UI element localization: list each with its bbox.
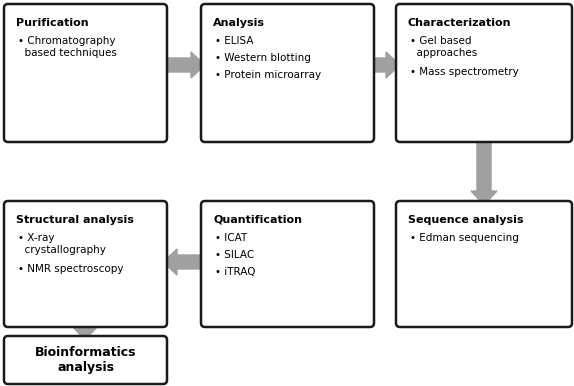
FancyArrow shape <box>471 138 497 205</box>
FancyArrow shape <box>205 249 370 275</box>
FancyArrow shape <box>163 249 205 275</box>
Text: • Gel based
  approaches: • Gel based approaches <box>410 36 477 58</box>
Text: • Edman sequencing: • Edman sequencing <box>410 233 519 243</box>
Text: • SILAC: • SILAC <box>215 250 254 260</box>
Text: Quantification: Quantification <box>213 215 302 225</box>
FancyBboxPatch shape <box>396 4 572 142</box>
Text: Purification: Purification <box>16 18 88 28</box>
Text: • ICAT: • ICAT <box>215 233 247 243</box>
Text: • Protein microarray: • Protein microarray <box>215 70 321 80</box>
Text: Sequence analysis: Sequence analysis <box>408 215 523 225</box>
FancyArrow shape <box>72 323 98 340</box>
Text: • X-ray
  crystallography: • X-ray crystallography <box>18 233 106 256</box>
FancyArrow shape <box>370 52 400 78</box>
Text: • Western blotting: • Western blotting <box>215 53 311 63</box>
FancyBboxPatch shape <box>201 201 374 327</box>
Text: • Mass spectrometry: • Mass spectrometry <box>410 67 519 77</box>
FancyBboxPatch shape <box>396 201 572 327</box>
FancyArrow shape <box>163 52 205 78</box>
Text: • NMR spectroscopy: • NMR spectroscopy <box>18 264 123 274</box>
FancyBboxPatch shape <box>4 4 167 142</box>
FancyBboxPatch shape <box>4 336 167 384</box>
Text: Characterization: Characterization <box>408 18 511 28</box>
Text: • ELISA: • ELISA <box>215 36 254 46</box>
Text: • Chromatography
  based techniques: • Chromatography based techniques <box>18 36 117 58</box>
Text: Structural analysis: Structural analysis <box>16 215 134 225</box>
Text: Bioinformatics
analysis: Bioinformatics analysis <box>35 346 136 374</box>
FancyBboxPatch shape <box>4 201 167 327</box>
Text: • iTRAQ: • iTRAQ <box>215 267 255 277</box>
Text: Analysis: Analysis <box>213 18 265 28</box>
FancyBboxPatch shape <box>201 4 374 142</box>
